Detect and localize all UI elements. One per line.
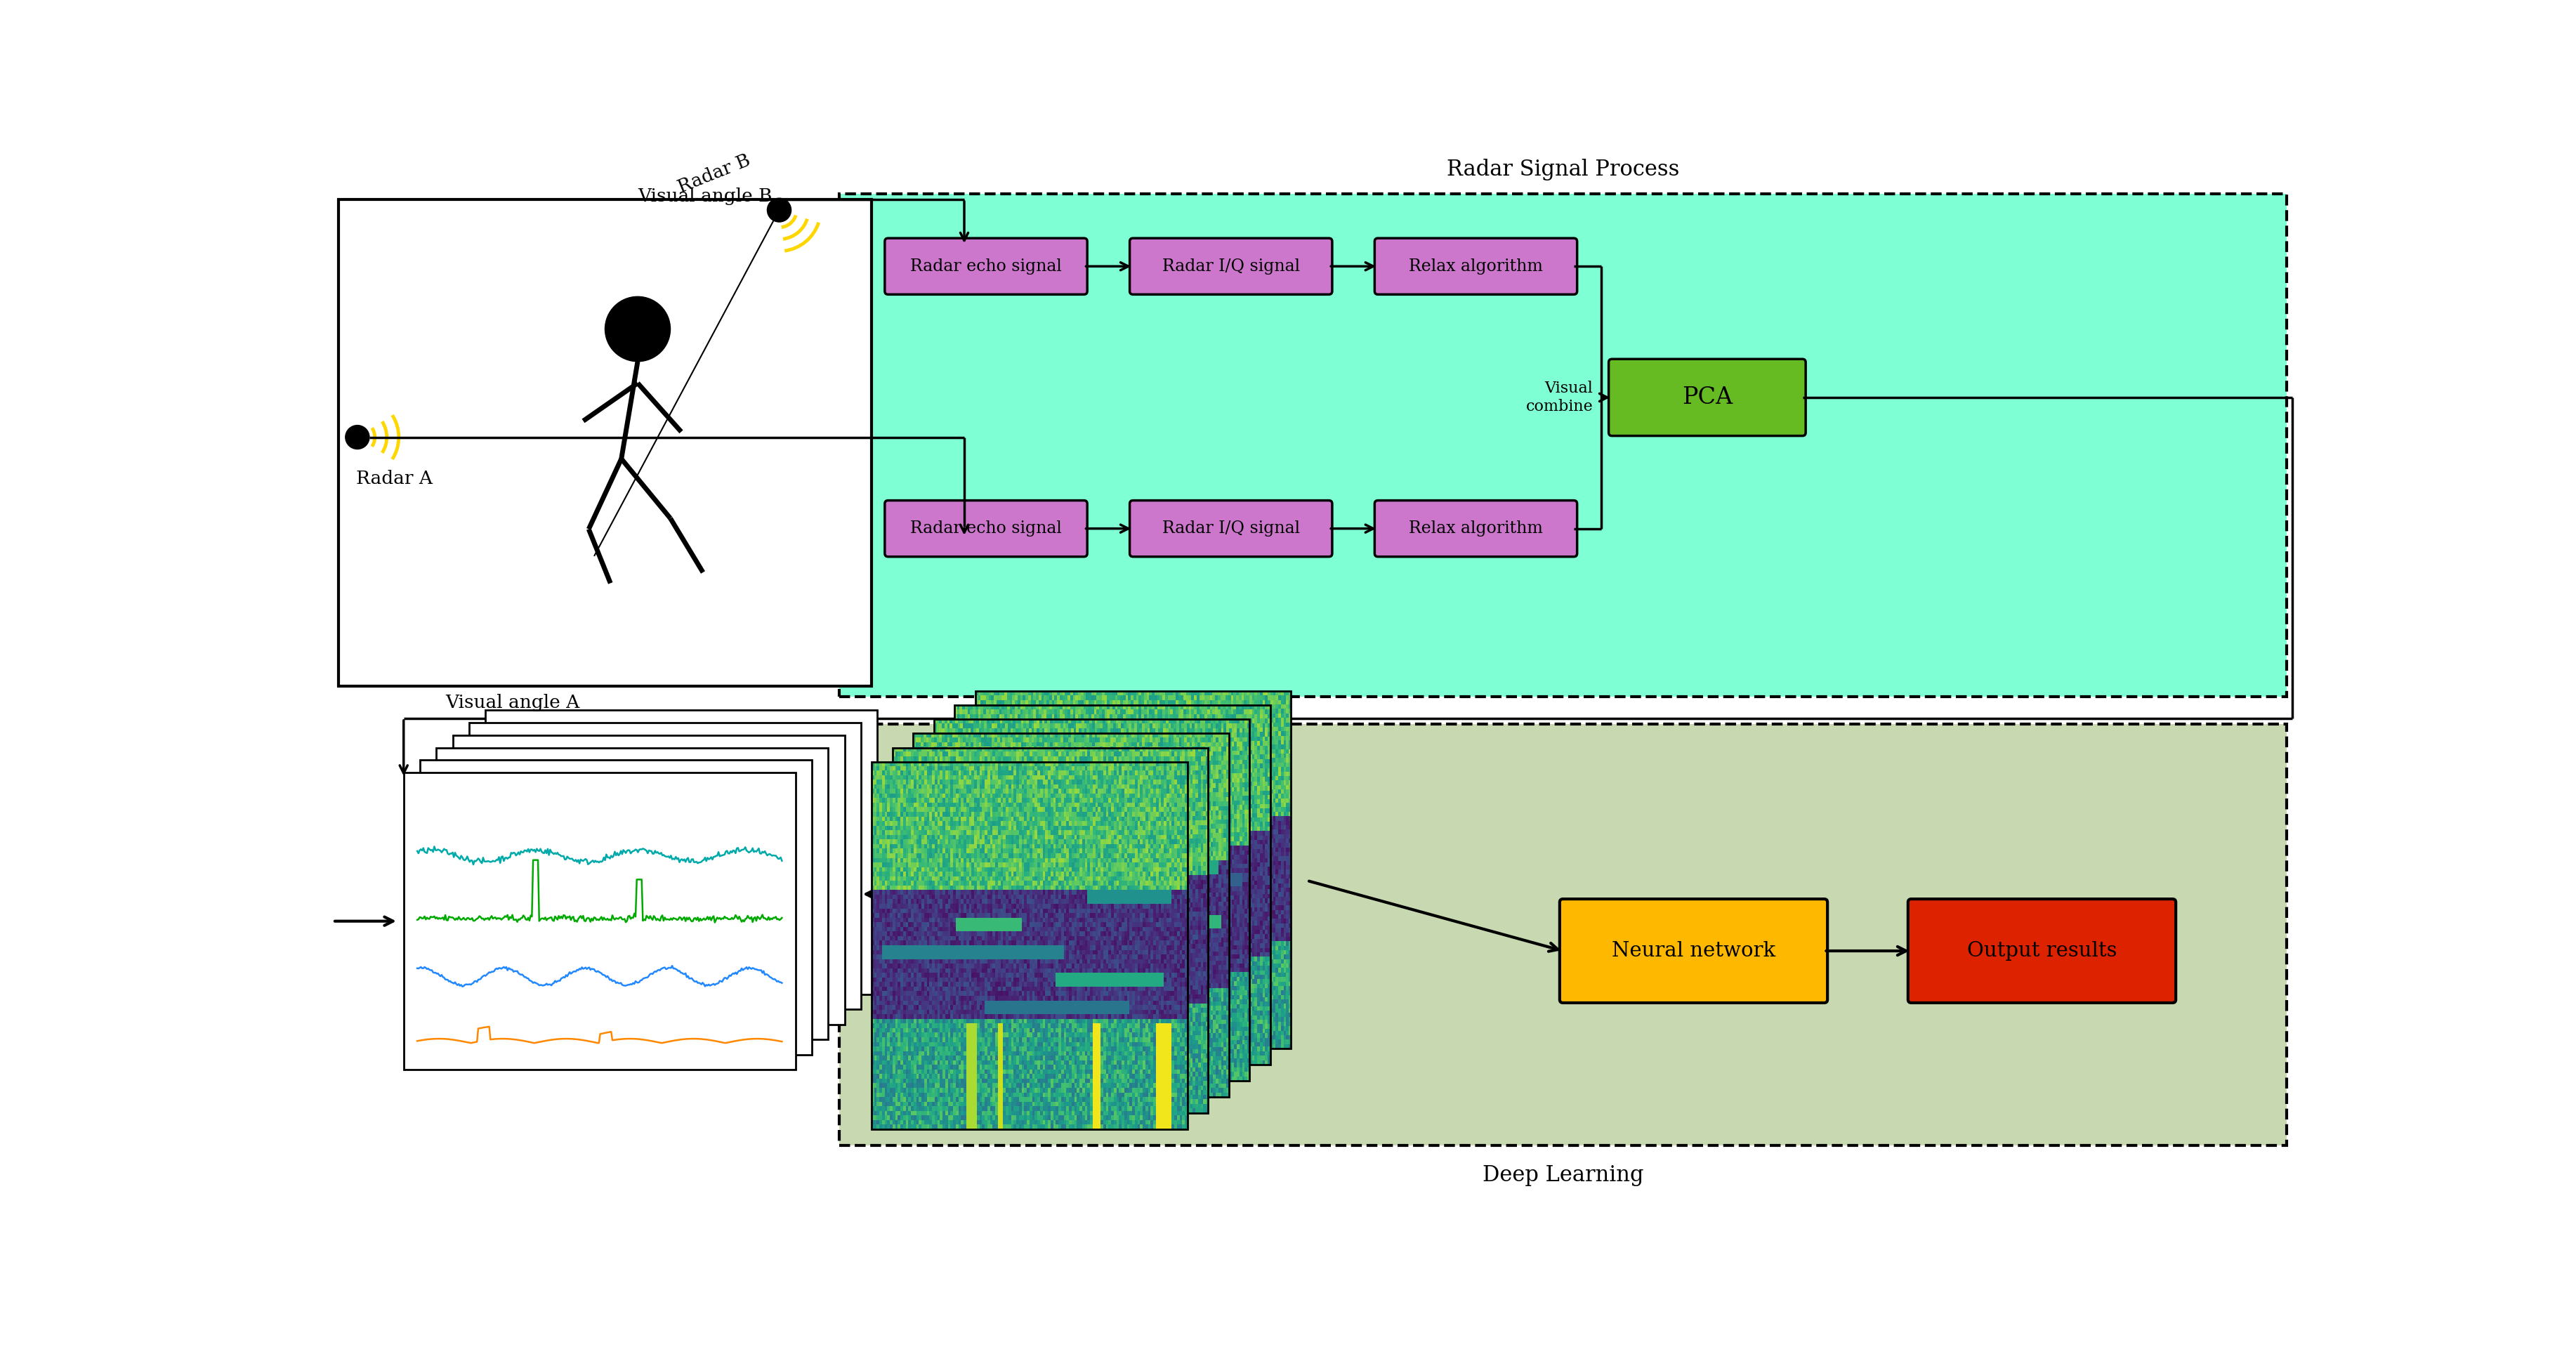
Bar [404,772,796,1070]
Bar [469,723,860,1009]
FancyBboxPatch shape [1607,359,1806,436]
Text: Relax algorithm: Relax algorithm [1409,520,1543,536]
Text: Radar I/Q signal: Radar I/Q signal [1162,520,1301,536]
Bar [337,199,871,686]
Bar [420,760,811,1055]
FancyBboxPatch shape [1131,501,1332,556]
Text: Visual angle A: Visual angle A [446,695,580,712]
Bar [840,724,2287,1145]
FancyBboxPatch shape [1376,501,1577,556]
Bar [891,747,1208,1113]
Text: Deep Learning: Deep Learning [1481,1164,1643,1186]
Text: Radar I/Q signal: Radar I/Q signal [1162,259,1301,275]
FancyBboxPatch shape [884,238,1087,294]
FancyBboxPatch shape [1909,899,2177,1003]
Text: Radar A: Radar A [355,470,433,487]
FancyBboxPatch shape [1558,899,1826,1003]
Bar [484,711,878,994]
Text: Neural network: Neural network [1613,941,1775,961]
Bar [871,762,1188,1129]
FancyBboxPatch shape [1376,238,1577,294]
Bar [453,735,845,1025]
Text: Radar echo signal: Radar echo signal [909,259,1061,275]
Bar [956,705,1270,1064]
Bar [976,692,1291,1048]
Bar [840,194,2287,697]
Circle shape [345,425,368,450]
Text: PCA: PCA [1682,386,1734,409]
Text: Radar echo signal: Radar echo signal [909,520,1061,536]
Text: Relax algorithm: Relax algorithm [1409,259,1543,275]
Bar [933,719,1249,1080]
Circle shape [605,297,670,362]
Text: Radar Signal Process: Radar Signal Process [1448,158,1680,180]
FancyBboxPatch shape [884,501,1087,556]
Circle shape [768,198,791,222]
Text: Visual
combine: Visual combine [1525,380,1592,414]
Text: Radar B: Radar B [675,152,752,196]
Bar [912,734,1229,1097]
Text: Output results: Output results [1968,941,2117,961]
Text: Visual angle B: Visual angle B [639,188,773,206]
FancyBboxPatch shape [1131,238,1332,294]
Bar [435,747,827,1040]
